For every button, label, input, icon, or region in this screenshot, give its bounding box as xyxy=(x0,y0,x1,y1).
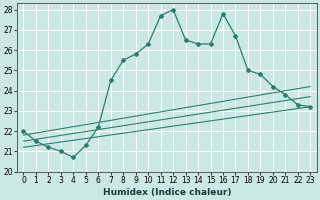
X-axis label: Humidex (Indice chaleur): Humidex (Indice chaleur) xyxy=(103,188,231,197)
